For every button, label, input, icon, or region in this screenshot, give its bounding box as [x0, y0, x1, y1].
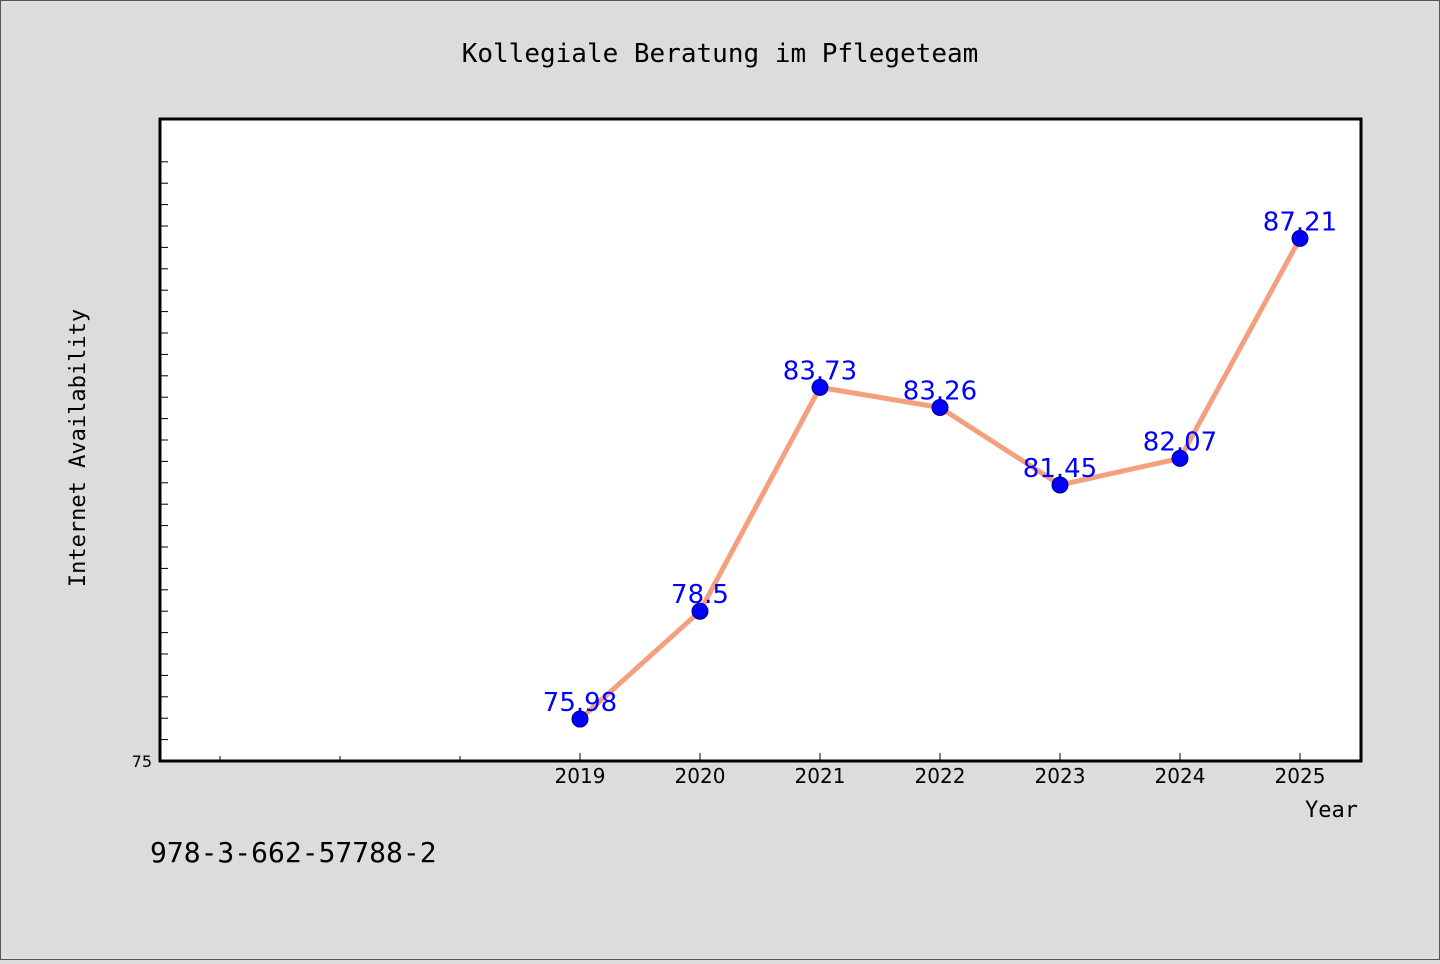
- data-label: 78.5: [671, 580, 729, 610]
- isbn-text: 978-3-662-57788-2: [150, 836, 437, 869]
- x-tick-label: 2019: [555, 764, 606, 788]
- data-label: 83.26: [903, 376, 977, 406]
- y-axis-label: Internet Availability: [66, 309, 91, 587]
- data-point: [691, 602, 709, 620]
- plot-area: [158, 117, 1363, 763]
- data-label: 87.21: [1263, 207, 1337, 237]
- y-tick-label: 75: [132, 752, 152, 771]
- x-axis-label: Year: [1305, 798, 1358, 823]
- data-label: 83.73: [783, 356, 857, 386]
- x-axis-ticks: 2019 2020 2021 2022 2023 2024 2025: [219, 753, 1326, 788]
- x-tick-label: 2020: [675, 764, 726, 788]
- data-label: 81.45: [1023, 454, 1097, 484]
- chart-title: Kollegiale Beratung im Pflegeteam: [462, 39, 979, 69]
- data-labels-group: 75.98 78.5 83.73 83.26 81.45 82.07 87.21: [543, 207, 1337, 718]
- x-tick-label: 2021: [795, 764, 846, 788]
- data-point: [811, 378, 829, 396]
- data-point: [1291, 229, 1309, 247]
- data-point: [931, 398, 949, 416]
- data-label: 75.98: [543, 688, 617, 718]
- x-tick-label: 2023: [1035, 764, 1086, 788]
- x-tick-label: 2022: [915, 764, 966, 788]
- data-point: [1051, 476, 1069, 494]
- series-group: [571, 229, 1309, 728]
- data-point: [571, 710, 589, 728]
- x-tick-label: 2024: [1155, 764, 1206, 788]
- y-axis-ticks: 75: [132, 161, 168, 771]
- data-point: [1171, 449, 1189, 467]
- data-label: 82.07: [1143, 427, 1217, 457]
- x-tick-label: 2025: [1275, 764, 1326, 788]
